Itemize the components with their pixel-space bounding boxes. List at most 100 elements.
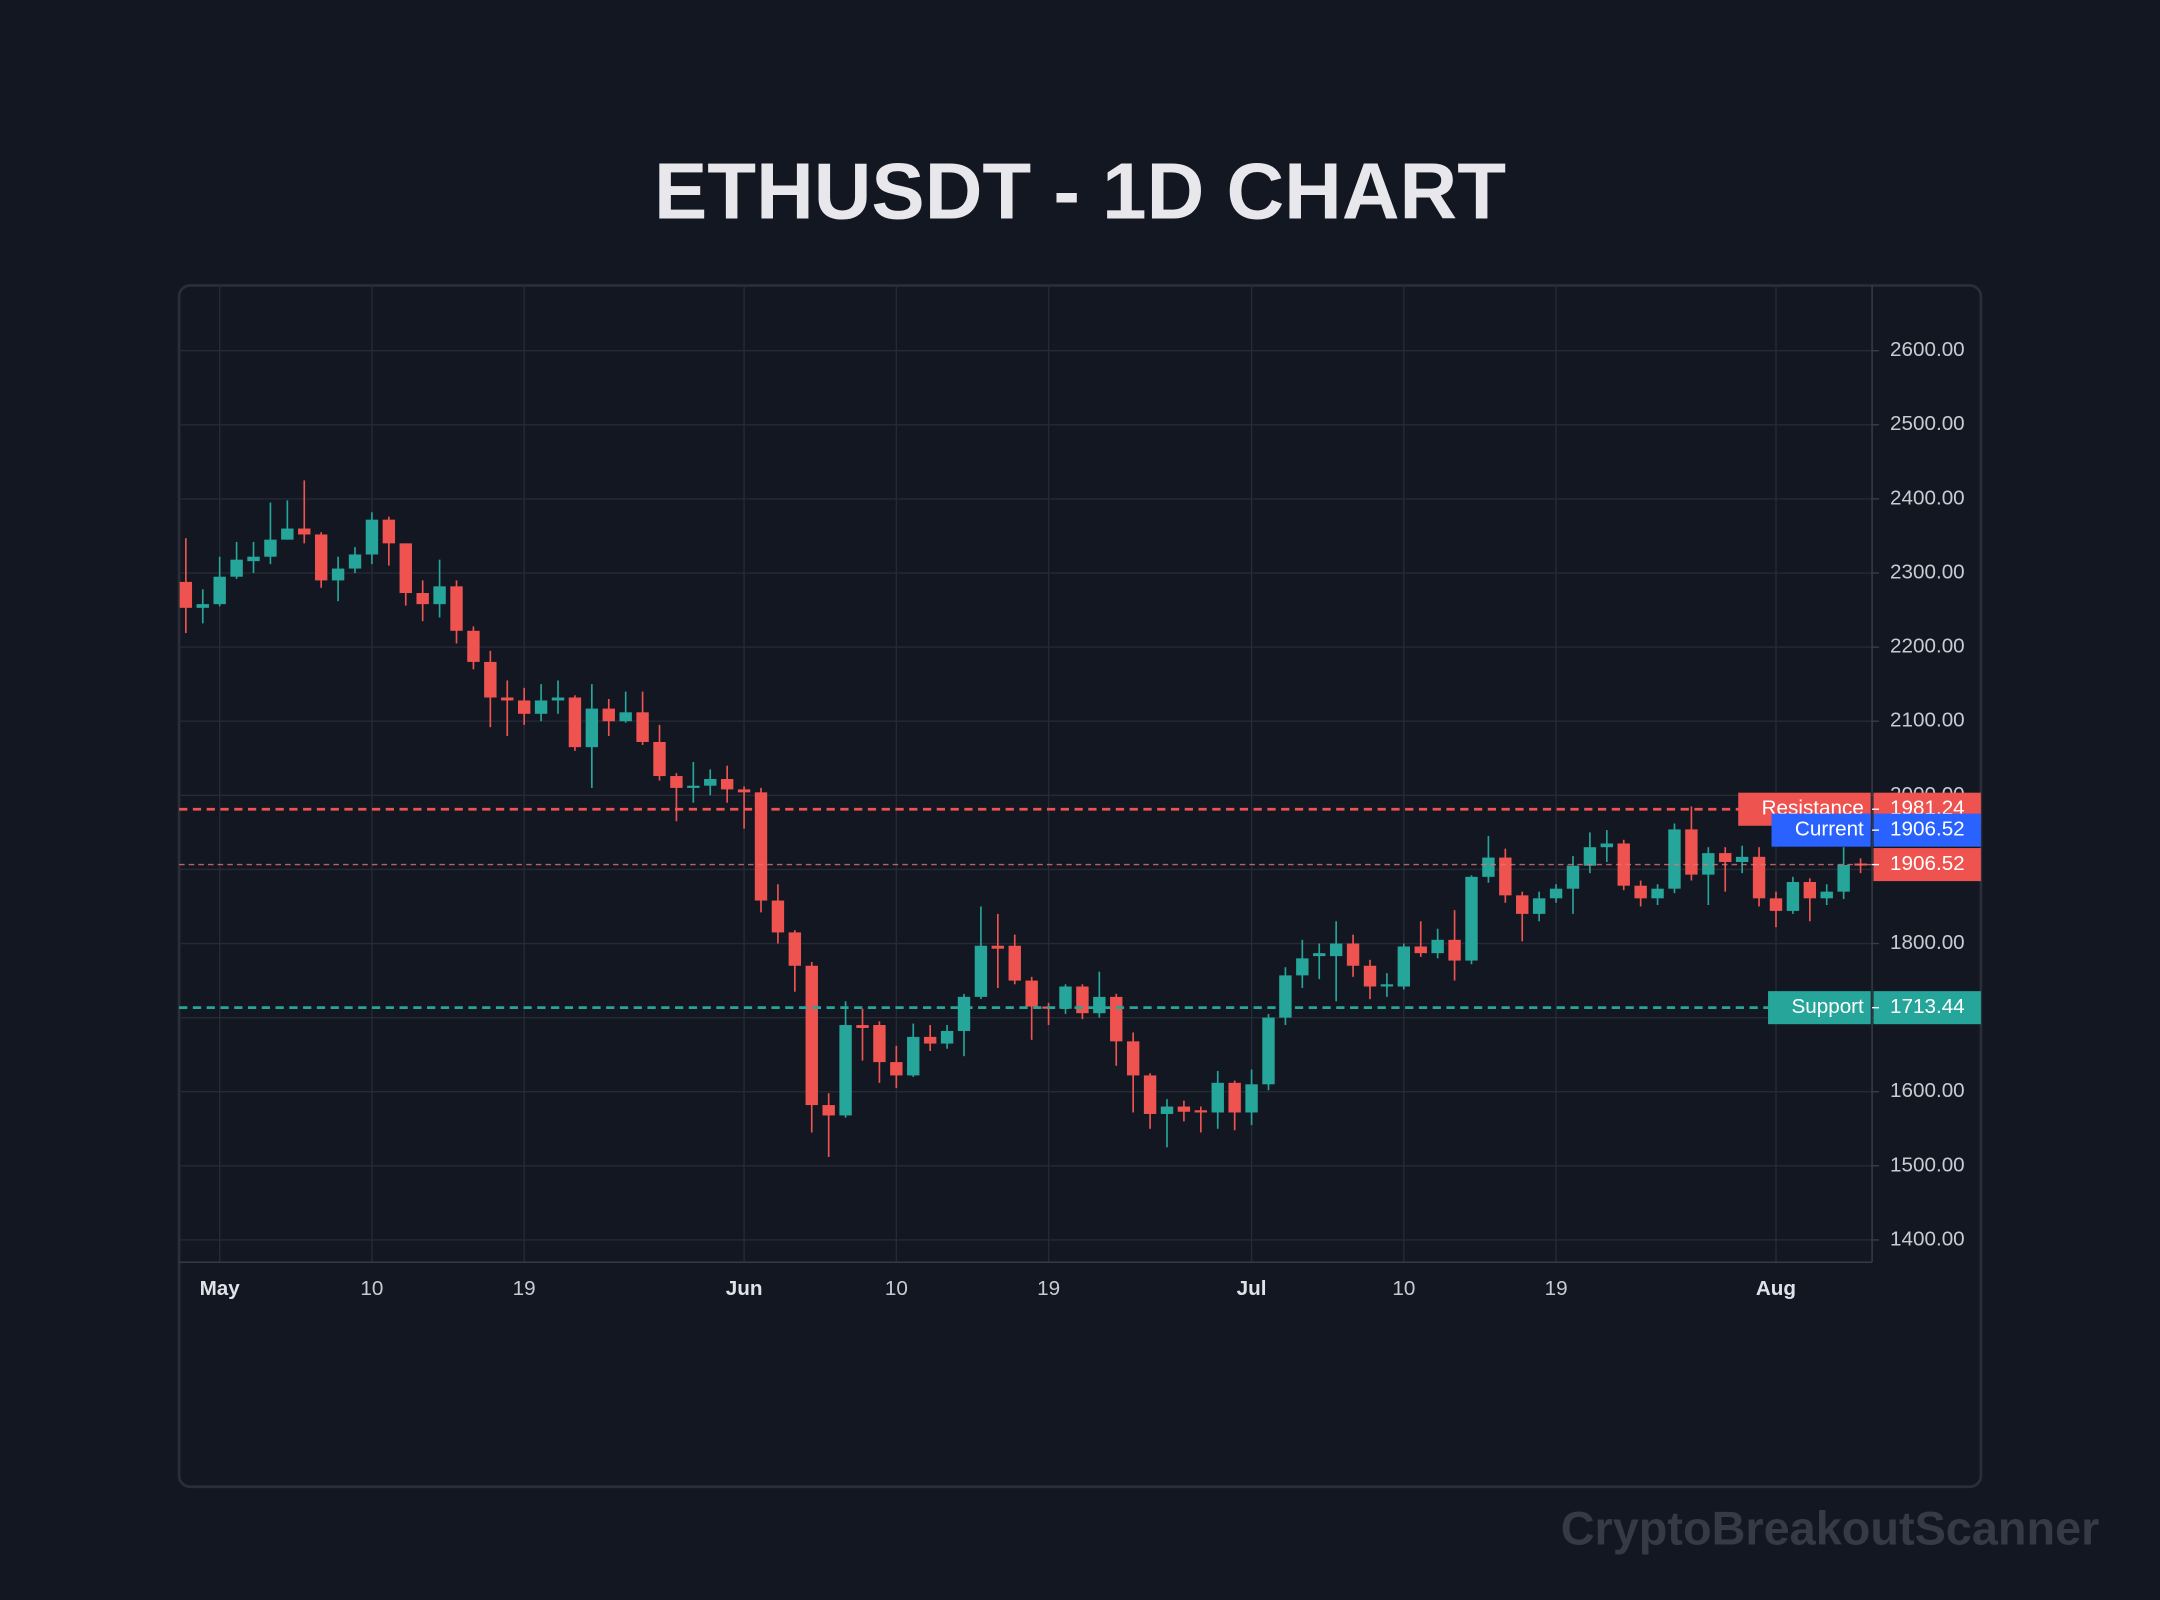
x-tick-label: Aug — [1756, 1277, 1796, 1300]
candle-body — [653, 741, 666, 777]
candle-body — [1702, 853, 1715, 875]
candle-body — [1008, 945, 1021, 981]
candle-body — [585, 708, 599, 748]
candle-body — [1482, 857, 1495, 877]
x-tick-label: 10 — [1392, 1277, 1415, 1300]
candle-body — [602, 708, 615, 722]
y-tick-label: 1400.00 — [1890, 1227, 1965, 1250]
candle-body — [737, 789, 751, 793]
y-tick-label: 2300.00 — [1890, 560, 1965, 583]
candle-body — [365, 519, 379, 555]
x-tick-label: May — [200, 1277, 241, 1300]
candle-body — [568, 697, 582, 748]
candle-body — [771, 900, 785, 933]
candle-body — [348, 554, 362, 569]
candle-body — [1397, 946, 1411, 987]
candle-body — [1059, 986, 1072, 1009]
candle-body — [484, 661, 497, 698]
candle-body — [179, 581, 193, 608]
candle-body — [331, 568, 345, 581]
candle-body — [298, 528, 311, 535]
candle-body — [1380, 984, 1394, 987]
candle-body — [1735, 856, 1749, 863]
candle-body — [1228, 1082, 1241, 1113]
candle-body — [534, 700, 548, 714]
candle-body — [1296, 958, 1309, 976]
y-tick-label: 2200.00 — [1890, 635, 1965, 658]
candle-body — [1076, 986, 1089, 1014]
level-name: Current — [1795, 818, 1864, 841]
candle-body — [1262, 1017, 1275, 1085]
candle-body — [1820, 891, 1833, 899]
candle-body — [1194, 1110, 1208, 1113]
candle-body — [1431, 939, 1444, 954]
candle-body — [890, 1062, 903, 1076]
candle-body — [923, 1036, 937, 1044]
candle-body — [1313, 953, 1326, 957]
chart-frame — [177, 284, 1983, 1489]
candle-body — [399, 543, 412, 594]
x-tick-label: 10 — [360, 1277, 383, 1300]
candle-body — [687, 785, 700, 788]
candle-body — [196, 604, 209, 608]
candle-body — [1516, 895, 1529, 914]
candle-body — [247, 556, 260, 562]
candle-body — [1025, 980, 1038, 1007]
candle-body — [517, 700, 531, 714]
y-tick-label: 2500.00 — [1890, 412, 1965, 435]
candle-body — [1549, 888, 1563, 899]
level-name-box — [1768, 991, 1871, 1025]
candle-body — [1786, 882, 1800, 911]
candle-body — [1245, 1084, 1258, 1113]
x-tick-label: 19 — [1037, 1277, 1060, 1300]
candle-body — [467, 630, 480, 662]
candle-body — [1583, 847, 1597, 866]
y-tick-label: 1600.00 — [1890, 1079, 1965, 1102]
candle-body — [1617, 843, 1630, 886]
candle-body — [720, 779, 734, 790]
last-price-box — [1873, 848, 1981, 882]
candle-body — [754, 792, 768, 901]
candle-body — [788, 932, 802, 966]
y-tick-label: 2600.00 — [1890, 338, 1965, 361]
candle-body — [1110, 996, 1123, 1042]
candle-body — [416, 593, 429, 605]
candle-body — [1769, 898, 1783, 911]
last-price-value: 1906.52 — [1890, 852, 1965, 875]
candle-body — [805, 965, 818, 1106]
candle-body — [1329, 943, 1343, 957]
candle-body — [1837, 864, 1850, 892]
candle-body — [839, 1025, 852, 1116]
candle-body — [1634, 885, 1647, 899]
candle-body — [991, 945, 1005, 949]
candle-body — [501, 697, 514, 701]
y-tick-label: 1500.00 — [1890, 1153, 1965, 1176]
candle-body — [1668, 829, 1681, 889]
candle-body — [957, 996, 971, 1031]
candle-body — [1160, 1106, 1174, 1114]
candle-body — [822, 1105, 835, 1116]
candle-body — [670, 776, 683, 788]
candle-body — [1211, 1082, 1224, 1113]
level-box — [1873, 813, 1981, 847]
x-tick-label: 10 — [885, 1277, 908, 1300]
candle-body — [1448, 939, 1461, 961]
candle-body — [1499, 857, 1512, 896]
x-tick-label: 19 — [1545, 1277, 1568, 1300]
candle-body — [1566, 865, 1580, 889]
candle-body — [1600, 843, 1614, 848]
candle-body — [213, 576, 226, 605]
candle-body — [314, 534, 328, 581]
watermark: CryptoBreakoutScanner — [1561, 1503, 2100, 1555]
candle-body — [1346, 943, 1360, 966]
candle-body — [1279, 975, 1292, 1018]
candle-body — [974, 945, 988, 997]
candle-body — [1363, 965, 1377, 987]
candle-body — [704, 779, 717, 786]
candle-body — [230, 559, 243, 577]
level-value: 1713.44 — [1890, 995, 1965, 1018]
x-tick-label: 19 — [513, 1277, 536, 1300]
level-box — [1873, 991, 1981, 1025]
